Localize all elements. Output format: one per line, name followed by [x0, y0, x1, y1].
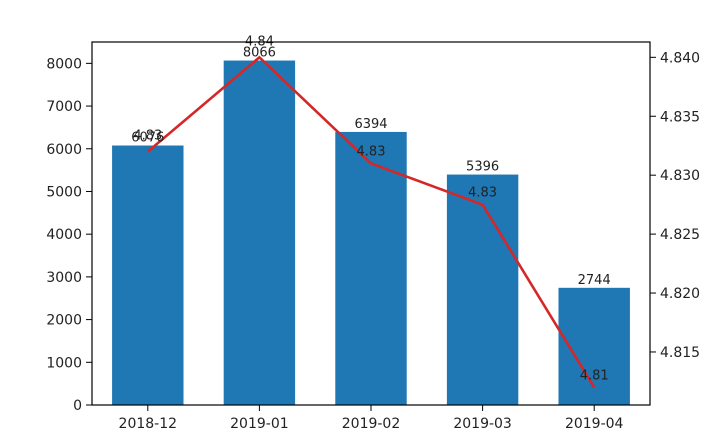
x-tick-label: 2018-12: [119, 416, 178, 432]
left-tick-label: 1000: [46, 355, 82, 371]
left-tick-label: 4000: [46, 227, 82, 243]
line-value-label: 4.83: [468, 186, 497, 201]
left-tick-label: 0: [73, 398, 82, 414]
line-value-label: 4.81: [580, 368, 609, 383]
bar-2019-03: [446, 174, 519, 405]
x-tick-label: 2019-03: [453, 416, 512, 432]
left-y-axis: 0 1000 2000 3000 4000 5000 6000 7000 8000: [46, 56, 92, 414]
left-tick-label: 3000: [46, 270, 82, 286]
line-value-label: 4.83: [357, 144, 386, 159]
bar-series: [112, 60, 630, 406]
line-value-label: 4.83: [133, 129, 162, 144]
right-tick-label: 4.820: [660, 286, 700, 302]
right-tick-label: 4.825: [660, 227, 700, 243]
bar-2018-12: [112, 145, 184, 406]
right-tick-label: 4.835: [660, 109, 700, 125]
bar-value-label: 2744: [578, 273, 611, 288]
line-data-labels: 4.834.844.834.834.81: [133, 34, 608, 383]
left-tick-label: 6000: [46, 142, 82, 158]
x-axis: 2018-12 2019-01 2019-02 2019-03 2019-04: [119, 405, 624, 432]
line-series: [146, 55, 596, 388]
bar-data-labels: 6076 8066 6394 5396 2744: [131, 46, 610, 288]
bar-value-label: 6076: [131, 131, 164, 146]
right-tick-label: 4.840: [660, 50, 700, 66]
x-tick-label: 2019-01: [230, 416, 289, 432]
right-y-axis: 4.815 4.820 4.825 4.830 4.835 4.840: [650, 50, 700, 361]
right-tick-label: 4.815: [660, 345, 700, 361]
bar-2019-02: [335, 131, 407, 405]
left-tick-label: 7000: [46, 99, 82, 115]
left-tick-label: 8000: [46, 56, 82, 72]
right-tick-label: 4.830: [660, 168, 700, 184]
bar-value-label: 5396: [466, 160, 499, 175]
bar-value-label: 6394: [354, 117, 387, 132]
left-tick-label: 2000: [46, 313, 82, 329]
x-tick-label: 2019-04: [565, 416, 624, 432]
left-tick-label: 5000: [46, 184, 82, 200]
bar-2019-01: [223, 60, 296, 405]
bar-value-label: 8066: [243, 46, 276, 61]
x-tick-label: 2019-02: [342, 416, 401, 432]
